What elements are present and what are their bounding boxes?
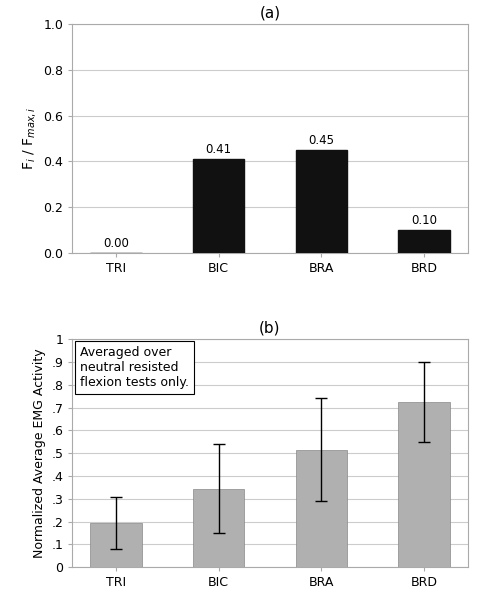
Bar xyxy=(295,450,347,567)
Text: 0.00: 0.00 xyxy=(103,237,129,249)
Text: 0.10: 0.10 xyxy=(411,214,437,227)
Bar xyxy=(193,489,244,567)
Bar xyxy=(398,230,450,253)
Text: 0.41: 0.41 xyxy=(205,143,232,156)
Bar xyxy=(398,402,450,567)
Y-axis label: F$_i$ / F$_{max,i}$: F$_i$ / F$_{max,i}$ xyxy=(21,107,38,170)
Bar xyxy=(90,523,142,567)
Y-axis label: Normalized Average EMG Activity: Normalized Average EMG Activity xyxy=(33,348,46,558)
Text: Averaged over
neutral resisted
flexion tests only.: Averaged over neutral resisted flexion t… xyxy=(80,346,189,389)
Text: 0.45: 0.45 xyxy=(308,134,334,147)
Title: (b): (b) xyxy=(259,320,281,336)
Bar xyxy=(295,150,347,253)
Bar xyxy=(193,159,244,253)
Title: (a): (a) xyxy=(259,5,281,21)
